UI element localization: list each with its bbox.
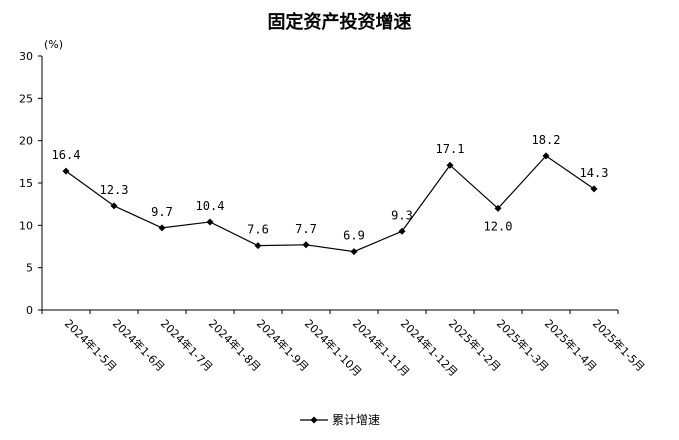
series-layer — [62, 152, 598, 256]
data-label: 9.7 — [151, 205, 173, 219]
data-point — [494, 204, 502, 212]
data-point — [254, 242, 262, 250]
data-point — [62, 167, 70, 175]
data-label: 10.4 — [196, 199, 225, 213]
y-unit-label: (%) — [44, 38, 63, 51]
data-point — [110, 202, 118, 210]
data-point — [542, 152, 550, 160]
series-line — [65, 155, 595, 253]
data-label: 9.3 — [391, 208, 413, 222]
legend-marker — [310, 416, 318, 424]
data-point — [398, 227, 406, 235]
y-tick-label: 15 — [19, 177, 33, 190]
data-label: 6.9 — [343, 229, 365, 243]
y-tick-label: 25 — [19, 92, 33, 105]
data-point — [302, 241, 310, 249]
data-point — [158, 224, 166, 232]
chart-title: 固定资产投资增速 — [267, 12, 412, 33]
y-tick-label: 30 — [19, 50, 33, 63]
data-label: 7.6 — [247, 223, 269, 237]
legend: 累计增速 — [300, 413, 380, 427]
data-point — [446, 161, 454, 169]
data-point — [590, 185, 598, 193]
data-label: 18.2 — [532, 133, 561, 147]
y-tick-label: 5 — [26, 262, 33, 275]
y-axis-ticks: 0 5 10 15 20 25 30 — [19, 50, 42, 317]
y-tick-label: 20 — [19, 135, 33, 148]
data-labels: 16.4 12.3 9.7 10.4 7.6 7.7 6.9 9.3 17.1 12.0 18.2 1… — [52, 133, 609, 243]
data-label: 17.1 — [436, 142, 465, 156]
data-label: 12.3 — [100, 183, 129, 197]
x-axis-ticks: 2024年1-5月2024年1-6月2024年1-7月2024年1-8月2024… — [41, 310, 648, 379]
data-label: 14.3 — [580, 166, 609, 180]
legend-label: 累计增速 — [332, 413, 380, 427]
chart-axes: (%) — [41, 38, 618, 311]
data-label: 16.4 — [52, 148, 81, 162]
data-point — [206, 218, 214, 226]
data-label: 12.0 — [484, 219, 513, 233]
data-point — [350, 248, 358, 256]
data-label: 7.7 — [295, 222, 317, 236]
y-tick-label: 10 — [19, 219, 33, 232]
y-tick-label: 0 — [26, 304, 33, 317]
